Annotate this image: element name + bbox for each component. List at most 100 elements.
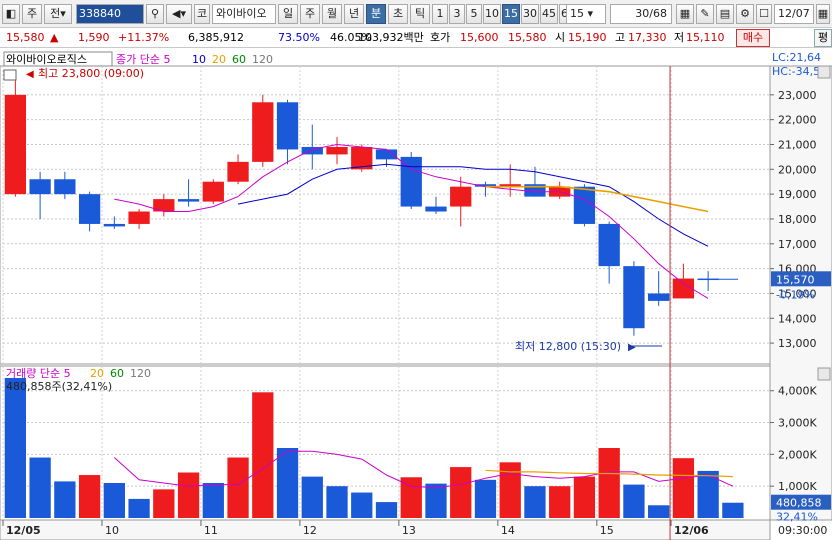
high-annotation: 최고 23,800 (09:00) bbox=[38, 67, 144, 80]
low-annotation: 최저 12,800 (15:30) bbox=[515, 340, 621, 353]
low-price: 15,110 bbox=[686, 31, 725, 44]
candle-body bbox=[103, 223, 125, 227]
candle-body bbox=[202, 181, 224, 202]
volume-tick-label: 3,000K bbox=[778, 417, 817, 430]
candle-body bbox=[425, 206, 447, 212]
price-tick-label: 14,000 bbox=[778, 312, 817, 325]
x-tick-label: 15 bbox=[600, 524, 614, 537]
volume-ma20-line bbox=[485, 469, 733, 478]
period-tab-0[interactable]: 일 bbox=[278, 4, 298, 24]
period-tab-1[interactable]: 주 bbox=[300, 4, 320, 24]
interval-select[interactable]: 15 ▾ bbox=[566, 4, 606, 24]
buy-button[interactable]: 매수 bbox=[736, 29, 770, 47]
stock-name-field[interactable]: 와이바이오 bbox=[212, 4, 276, 24]
average-button-label: 평 bbox=[817, 31, 829, 44]
calendar-icon[interactable]: ▦ bbox=[816, 4, 830, 24]
volume-bar bbox=[499, 462, 521, 518]
draw-icon[interactable]: ✎ bbox=[696, 4, 714, 24]
price-tick-label: 21,000 bbox=[778, 138, 817, 151]
period-tab-3[interactable]: 년 bbox=[344, 4, 364, 24]
period-tab-4[interactable]: 분 bbox=[366, 4, 386, 24]
interval-tab-1[interactable]: 1 bbox=[432, 4, 448, 24]
volume-bar bbox=[722, 502, 744, 518]
volume-bar bbox=[524, 486, 546, 518]
chart-area: 13,00014,00015,00016,00017,00018,00019,0… bbox=[0, 48, 832, 540]
overlay: 와이바이오로직스 종가 단순 5 10 20 60 120 ◀ 최고 23,800 (09:0… bbox=[3, 51, 831, 540]
volume-bar bbox=[672, 458, 695, 518]
volume-bars bbox=[4, 378, 744, 518]
interval-tab-10[interactable]: 10 bbox=[483, 4, 501, 24]
code-input[interactable]: 338840 bbox=[76, 4, 144, 24]
interval-tab-30[interactable]: 30 bbox=[521, 4, 539, 24]
average-button[interactable]: 평 bbox=[814, 29, 832, 47]
x-axis: 12/05 10 11 12 13 14 15 12/06 09:30:00 bbox=[0, 519, 827, 540]
low-marker-icon: ▶ bbox=[628, 342, 636, 353]
volume-bar bbox=[78, 475, 101, 518]
speaker-icon[interactable]: ◀▾ bbox=[166, 4, 192, 24]
compare-icon[interactable]: ▤ bbox=[716, 4, 734, 24]
volume-bar bbox=[128, 498, 150, 518]
chart-settings-icon[interactable]: ◧ bbox=[2, 4, 20, 24]
volume-ratio: 73.50% bbox=[278, 31, 320, 44]
candle-body bbox=[697, 278, 719, 281]
interval-tab-45[interactable]: 45 bbox=[540, 4, 558, 24]
volume-bar bbox=[227, 457, 249, 518]
page-count: 30/68 bbox=[635, 7, 667, 20]
type-select[interactable]: 전▾ bbox=[44, 4, 72, 24]
candle-body bbox=[499, 184, 521, 187]
page-count-field[interactable]: 30/68 bbox=[610, 4, 672, 24]
volume-bar bbox=[351, 492, 373, 518]
candle-body bbox=[78, 194, 101, 224]
interval-tab-3[interactable]: 3 bbox=[449, 4, 465, 24]
price-tick-label: 22,000 bbox=[778, 114, 817, 127]
candle-body bbox=[351, 146, 373, 170]
price-tick-label: 23,000 bbox=[778, 89, 817, 102]
x-tick-label: 12/06 bbox=[674, 524, 709, 537]
up-arrow-icon: ▲ bbox=[50, 31, 59, 44]
interval-tab-5[interactable]: 5 bbox=[466, 4, 482, 24]
volume-bar bbox=[375, 502, 398, 518]
period-tab-2[interactable]: 월 bbox=[322, 4, 342, 24]
volume-bar bbox=[623, 484, 645, 518]
price-legend-item: 10 bbox=[192, 53, 206, 66]
candle-body bbox=[474, 184, 497, 187]
last-price-box bbox=[771, 271, 831, 287]
date-field[interactable]: 12/07 bbox=[774, 4, 814, 24]
last-volume-box bbox=[771, 494, 831, 510]
volume-bar bbox=[202, 483, 224, 518]
period-tab-6[interactable]: 틱 bbox=[410, 4, 430, 24]
volume: 6,385,912 bbox=[188, 31, 244, 44]
volume-legend-item: 60 bbox=[110, 367, 124, 380]
volume-bar bbox=[153, 489, 175, 518]
moving-average-lines bbox=[114, 143, 709, 299]
volume-bar bbox=[697, 470, 719, 518]
buy-button-label: 매수 bbox=[742, 31, 764, 44]
last-price-label: 15,570 bbox=[776, 273, 815, 286]
trade-amount: 103,932백만 bbox=[358, 31, 424, 44]
candle-body bbox=[672, 278, 695, 299]
x-tick-label: 14 bbox=[501, 524, 515, 537]
lc-label: LC:21,64 bbox=[772, 51, 821, 64]
search-icon[interactable]: ⚲ bbox=[146, 4, 164, 24]
volume-legend-item: 120 bbox=[130, 367, 151, 380]
x-tick-label: 12 bbox=[303, 524, 317, 537]
interval-tab-15[interactable]: 15 bbox=[502, 4, 520, 24]
gear-icon[interactable]: ⚙ bbox=[736, 4, 754, 24]
volume-bar bbox=[549, 486, 571, 518]
candle-body bbox=[54, 179, 76, 195]
price-legend-item: 종가 단순 5 bbox=[116, 53, 170, 66]
date-checkbox[interactable]: ☐ bbox=[756, 4, 772, 24]
period-tab-5[interactable]: 초 bbox=[388, 4, 408, 24]
ma20-line bbox=[485, 185, 709, 213]
volume-bar bbox=[474, 479, 497, 518]
candle-body bbox=[375, 149, 398, 160]
volume-axis: 1,000K 2,000K 3,000K 4,000K bbox=[770, 385, 817, 493]
grid-icon[interactable]: ▦ bbox=[676, 4, 694, 24]
high-label: 고 bbox=[615, 31, 626, 44]
current-price: 15,580 bbox=[6, 31, 45, 44]
axis-panel-bg bbox=[769, 65, 832, 521]
mode-button[interactable]: 코 bbox=[194, 4, 210, 24]
volume-bar bbox=[276, 448, 299, 518]
market-select[interactable]: 주 bbox=[22, 4, 42, 24]
